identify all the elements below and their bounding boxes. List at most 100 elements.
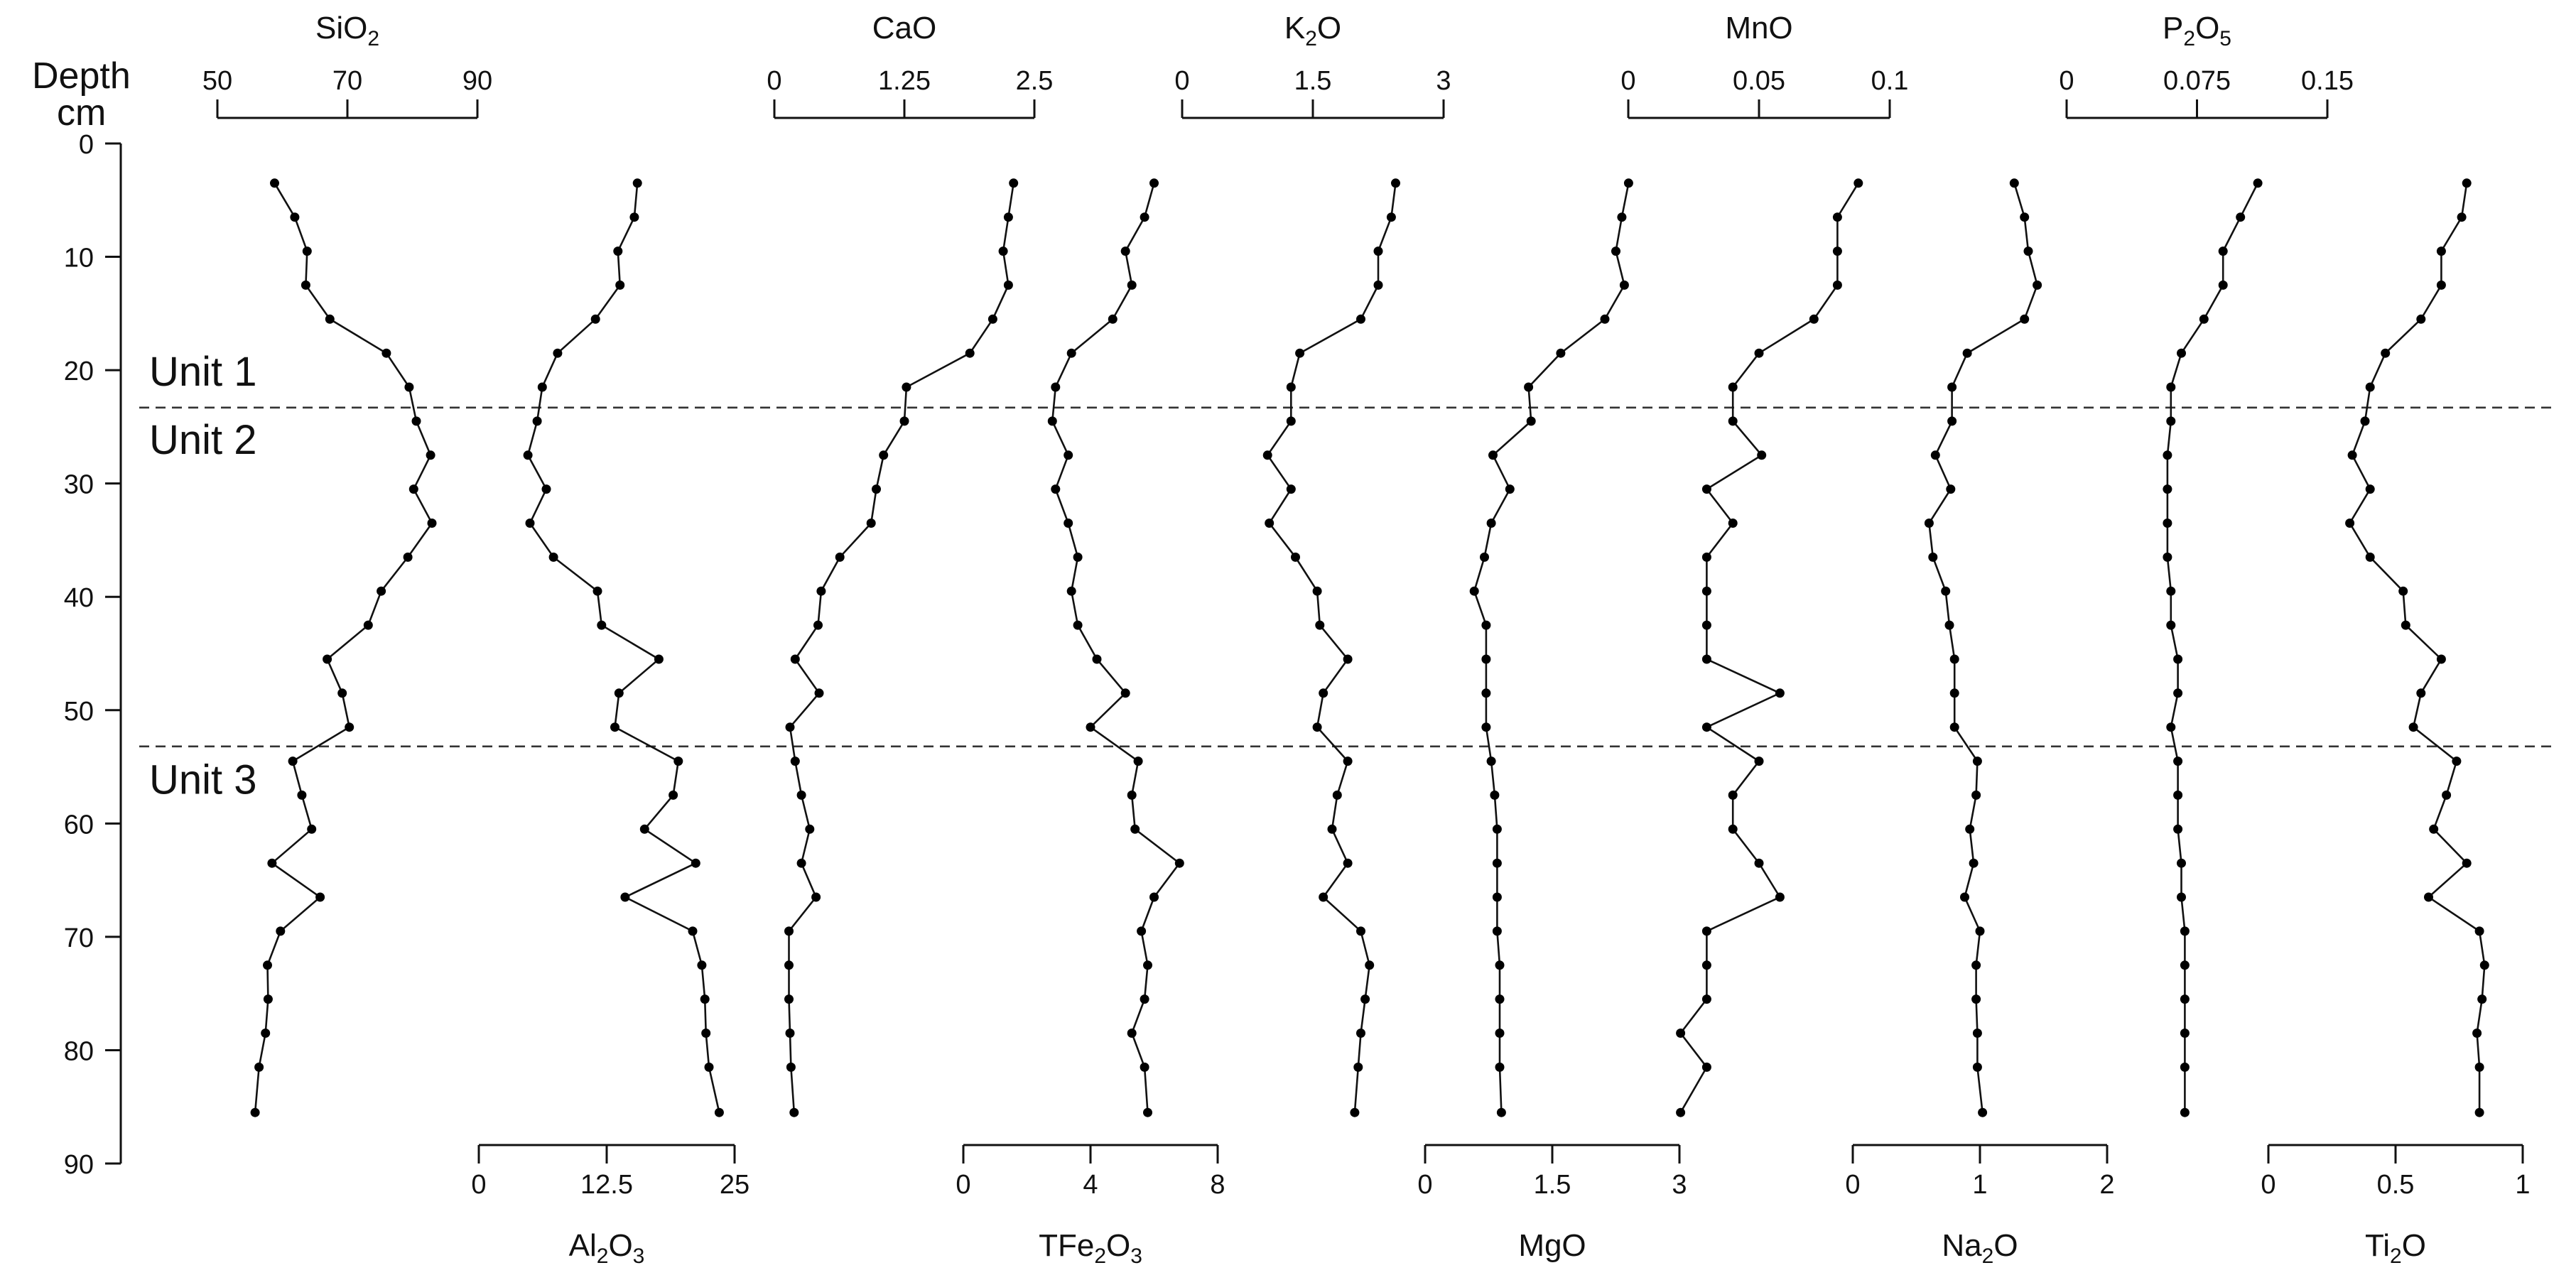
data-point-SiO2 xyxy=(325,314,335,324)
data-point-SiO2 xyxy=(381,348,391,358)
data-point-CaO xyxy=(811,892,821,902)
value-tick-label: 2 xyxy=(2099,1170,2114,1200)
data-point-Na2O xyxy=(1969,858,1979,868)
data-point-MgO xyxy=(1623,178,1633,188)
data-point-MgO xyxy=(1486,756,1496,766)
depth-tick-label: 50 xyxy=(64,697,94,727)
data-point-K2O xyxy=(1343,756,1353,766)
depth-tick-label: 30 xyxy=(64,470,94,500)
data-point-P2O5 xyxy=(2163,484,2172,494)
data-point-K2O xyxy=(1265,519,1275,528)
value-tick-label: 25 xyxy=(720,1170,749,1200)
data-point-K2O xyxy=(1312,586,1322,596)
data-point-P2O5 xyxy=(2180,994,2190,1004)
data-point-SiO2 xyxy=(297,790,307,800)
data-point-MgO xyxy=(1481,620,1491,630)
data-point-Ti2O xyxy=(2365,382,2375,392)
data-point-Al2O3 xyxy=(548,552,558,562)
data-point-TFe2O3 xyxy=(1127,1029,1137,1038)
data-point-P2O5 xyxy=(2173,654,2183,664)
data-point-K2O xyxy=(1356,926,1365,936)
data-point-CaO xyxy=(784,994,794,1004)
data-point-MgO xyxy=(1495,1029,1505,1038)
data-point-Ti2O xyxy=(2424,892,2433,902)
data-point-MnO xyxy=(1728,824,1738,834)
series-name: Na2O xyxy=(1942,1228,2018,1268)
data-point-SiO2 xyxy=(290,212,300,222)
data-point-Ti2O xyxy=(2365,552,2375,562)
data-point-Ti2O xyxy=(2345,519,2355,528)
data-point-SiO2 xyxy=(270,178,279,188)
series-name: MgO xyxy=(1518,1228,1586,1263)
data-point-Na2O xyxy=(1972,1062,1982,1072)
data-point-Ti2O xyxy=(2442,790,2452,800)
data-point-MnO xyxy=(1701,620,1711,630)
data-point-Ti2O xyxy=(2365,484,2375,494)
panel-TFe2O3: 0 4 8 TFe2O3 xyxy=(956,178,1225,1268)
data-point-Ti2O xyxy=(2429,824,2439,834)
data-point-MgO xyxy=(1490,790,1500,800)
data-point-K2O xyxy=(1373,246,1383,256)
data-point-CaO xyxy=(784,960,794,970)
data-point-Na2O xyxy=(1946,484,1956,494)
data-point-SiO2 xyxy=(288,756,298,766)
series-name: Ti2O xyxy=(2365,1228,2426,1268)
data-point-TFe2O3 xyxy=(1140,994,1149,1004)
data-point-Na2O xyxy=(2023,246,2033,256)
data-point-CaO xyxy=(879,450,889,460)
data-point-P2O5 xyxy=(2173,790,2183,800)
data-point-MgO xyxy=(1617,212,1627,222)
value-tick-label: 3 xyxy=(1672,1170,1687,1200)
data-point-MgO xyxy=(1495,960,1505,970)
data-point-P2O5 xyxy=(2166,586,2176,596)
data-point-K2O xyxy=(1360,994,1370,1004)
data-point-MgO xyxy=(1495,1062,1505,1072)
value-tick-label: 0.05 xyxy=(1733,66,1785,96)
data-point-SiO2 xyxy=(403,552,413,562)
data-point-Na2O xyxy=(1972,1029,1982,1038)
data-point-TFe2O3 xyxy=(1120,688,1130,698)
data-point-Ti2O xyxy=(2472,1029,2482,1038)
data-point-MgO xyxy=(1486,519,1496,528)
data-point-K2O xyxy=(1319,688,1328,698)
data-point-MgO xyxy=(1505,484,1515,494)
data-point-Na2O xyxy=(2020,212,2030,222)
data-point-P2O5 xyxy=(2236,212,2246,222)
value-tick-label: 8 xyxy=(1210,1170,1225,1200)
data-point-TFe2O3 xyxy=(1133,756,1143,766)
value-tick-label: 90 xyxy=(462,66,492,96)
value-tick-label: 0 xyxy=(1620,66,1635,96)
panel-CaO: 0 1.25 2.5 CaO xyxy=(767,11,1053,1117)
data-point-P2O5 xyxy=(2173,824,2183,834)
data-point-P2O5 xyxy=(2163,519,2172,528)
data-point-Ti2O xyxy=(2398,586,2408,596)
depth-axis-unit: cm xyxy=(57,92,106,134)
data-point-SiO2 xyxy=(267,858,277,868)
depth-tick-label: 40 xyxy=(64,583,94,613)
data-point-Na2O xyxy=(1965,824,1975,834)
data-point-TFe2O3 xyxy=(1149,178,1159,188)
data-point-MnO xyxy=(1728,382,1738,392)
value-tick-label: 0 xyxy=(471,1170,486,1200)
value-tick-label: 1 xyxy=(2515,1170,2530,1200)
data-point-MgO xyxy=(1481,722,1491,732)
value-tick-label: 70 xyxy=(332,66,362,96)
data-point-Ti2O xyxy=(2408,722,2418,732)
data-point-Al2O3 xyxy=(615,280,625,290)
data-point-Al2O3 xyxy=(629,212,639,222)
data-point-K2O xyxy=(1350,1107,1360,1117)
data-point-MnO xyxy=(1728,519,1738,528)
data-point-P2O5 xyxy=(2180,1029,2190,1038)
data-point-K2O xyxy=(1312,722,1322,732)
data-point-TFe2O3 xyxy=(1064,519,1073,528)
data-point-P2O5 xyxy=(2180,926,2190,936)
data-point-MnO xyxy=(1832,212,1842,222)
data-point-Ti2O xyxy=(2474,1062,2484,1072)
data-point-Al2O3 xyxy=(701,1029,711,1038)
data-point-CaO xyxy=(784,926,794,936)
data-point-Al2O3 xyxy=(700,994,710,1004)
data-point-P2O5 xyxy=(2177,892,2186,902)
data-point-SiO2 xyxy=(307,824,317,834)
element-panels: 50 70 90 SiO2 0 12.5 25 Al2O3 0 1.25 2.5 CaO 0 4 8 TFe2… xyxy=(202,11,2531,1268)
data-point-Al2O3 xyxy=(610,722,619,732)
